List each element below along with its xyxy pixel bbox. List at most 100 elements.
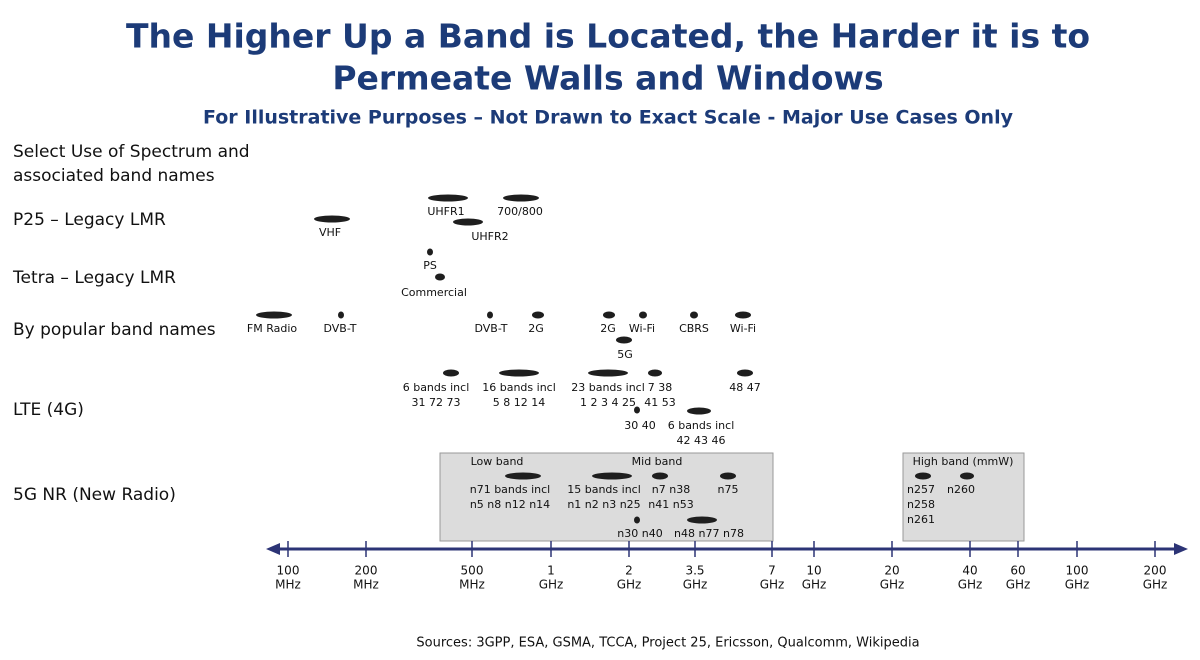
row-label: LTE (4G) [13,400,84,420]
band-label: 42 43 46 [677,434,726,447]
axis-label: 1 [547,564,555,578]
band-label: CBRS [679,322,709,335]
axis-label: GHz [760,578,785,592]
band-label: 2G [528,322,544,335]
axis-label: 100 [277,564,300,578]
band-label: 6 bands incl [403,381,470,394]
band-label: DVB-T [323,322,356,335]
band [652,472,668,480]
band [435,273,445,281]
axis-label: 500 [461,564,484,578]
band-label: Wi-Fi [629,322,655,335]
axis-label: 2 [625,564,633,578]
band [690,311,698,319]
subtitle: For Illustrative Purposes – Not Drawn to… [203,107,1014,129]
band [616,336,632,344]
axis-arrow [266,543,280,555]
band [503,194,539,202]
band [592,472,632,480]
band [960,472,974,480]
axis-label: 20 [884,564,899,578]
band [915,472,931,480]
axis-label: 3.5 [685,564,704,578]
group-label: Mid band [632,455,683,468]
axis-label: GHz [1143,578,1168,592]
band [256,311,292,319]
band [487,311,493,319]
band-label: 2G [600,322,616,335]
title: The Higher Up a Band is Located, the Har… [126,17,1090,56]
band [737,369,753,377]
band-label: FM Radio [247,322,297,335]
band-label: 1 2 3 4 25 [580,396,636,409]
axis-label: GHz [958,578,983,592]
band-label: n7 n38 [652,483,690,496]
high-box [902,452,1025,542]
band-label: 16 bands incl [482,381,556,394]
axis-arrow [1174,543,1188,555]
band-label: 6 bands incl [668,419,735,432]
band [338,311,344,319]
band-label: VHF [319,226,341,239]
band [687,516,717,524]
axis-label: GHz [1065,578,1090,592]
row-label: By popular band names [13,320,216,340]
row-label: Tetra – Legacy LMR [12,268,176,288]
left-header: associated band names [13,166,215,186]
band-label: n258 [907,498,935,511]
band-label: 5 8 12 14 [493,396,545,409]
axis-label: 100 [1066,564,1089,578]
band-label: 41 53 [644,396,676,409]
band-label: DVB-T [474,322,507,335]
band-label: Wi-Fi [730,322,756,335]
axis-label: GHz [880,578,905,592]
left-header: Select Use of Spectrum and [13,142,250,162]
band [427,248,433,256]
band-label: 7 38 [648,381,673,394]
band [603,311,615,319]
axis-label: MHz [353,578,379,592]
axis-label: GHz [539,578,564,592]
band [314,215,350,223]
band-label: UHFR2 [471,230,508,243]
band [735,311,751,319]
axis-label: GHz [802,578,827,592]
band [443,369,459,377]
band-label: n48 n77 n78 [674,527,744,540]
band [532,311,544,319]
band-label: 48 47 [729,381,761,394]
axis-label: 10 [806,564,821,578]
band [453,218,483,226]
row-label: P25 – Legacy LMR [13,210,166,230]
band-label: n75 [718,483,739,496]
band [499,369,539,377]
band-label: n1 n2 n3 n25 [567,498,640,511]
axis-label: 60 [1010,564,1025,578]
band [634,406,640,414]
axis-label: MHz [275,578,301,592]
low-mid-box [439,452,774,542]
row-label: 5G NR (New Radio) [13,485,176,505]
group-label: Low band [471,455,524,468]
band-label: 5G [617,348,633,361]
band-label: n30 n40 [617,527,662,540]
band [505,472,541,480]
band-label: 30 40 [624,419,656,432]
axis-label: 40 [962,564,977,578]
band-label: 31 72 73 [412,396,461,409]
band-label: n5 n8 n12 n14 [470,498,550,511]
source: Sources: 3GPP, ESA, GSMA, TCCA, Project … [416,636,919,651]
axis-label: GHz [617,578,642,592]
band-label: UHFR1 [427,205,464,218]
band-label: n257 [907,483,935,496]
band-label: 700/800 [497,205,543,218]
band [720,472,736,480]
band-label: 15 bands incl [567,483,641,496]
band-label: n41 n53 [648,498,693,511]
band [648,369,662,377]
title: Permeate Walls and Windows [332,59,883,98]
band-label: n71 bands incl [470,483,551,496]
axis-label: 200 [1144,564,1167,578]
band-label: PS [423,259,437,272]
band-label: 23 bands incl [571,381,645,394]
